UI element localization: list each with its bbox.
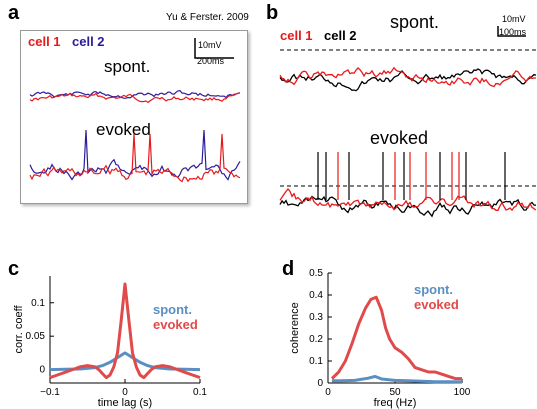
y-tick-label: 0.1 bbox=[309, 356, 323, 367]
legend-entry: spont. bbox=[414, 282, 453, 297]
panel-a-traces bbox=[29, 38, 241, 183]
panel-b-trace bbox=[279, 195, 537, 218]
x-tick-label: 0.1 bbox=[193, 387, 207, 398]
panel-a-label-spont: spont. bbox=[104, 57, 151, 76]
y-tick-label: 0.4 bbox=[309, 290, 323, 301]
panel-a-scalebar bbox=[194, 38, 234, 59]
x-tick-label: 0 bbox=[122, 387, 128, 398]
panel-b-trace bbox=[279, 66, 536, 88]
y-tick-label: 0 bbox=[317, 378, 323, 389]
panel-b-legend-cell2: cell 2 bbox=[324, 28, 357, 43]
series-line bbox=[49, 351, 201, 372]
panel-a-scale-t: 200ms bbox=[197, 56, 225, 66]
y-axis-label: coherence bbox=[289, 302, 301, 353]
legend-entry: spont. bbox=[153, 302, 192, 317]
panel-b-scale-t: 100ms bbox=[499, 27, 527, 37]
panel-a-legend-cell2: cell 2 bbox=[72, 34, 105, 49]
panel-b-scalebar bbox=[497, 26, 526, 37]
panel-a-trace bbox=[29, 89, 241, 99]
panel-b-scale-v: 10mV bbox=[502, 14, 526, 24]
x-axis-label: freq (Hz) bbox=[374, 397, 417, 409]
citation: Yu & Ferster. 2009 bbox=[166, 12, 249, 23]
panel-a-legend-cell1: cell 1 bbox=[28, 34, 61, 49]
x-tick-label: 50 bbox=[389, 387, 401, 398]
x-tick-label: 0 bbox=[325, 387, 331, 398]
panel-a-trace bbox=[29, 133, 241, 183]
y-tick-label: 0.3 bbox=[309, 312, 323, 323]
panel-b-letter: b bbox=[266, 2, 279, 24]
panel-a-trace bbox=[29, 92, 241, 104]
panel-b-traces bbox=[279, 26, 537, 218]
chart-corr-coeff: −0.1 0 0.1 0 0.05 0.1 time lag (s) corr. coeff s… bbox=[13, 276, 207, 409]
legend-entry: evoked bbox=[414, 297, 459, 312]
panel-b-label-evoked: evoked bbox=[370, 128, 429, 148]
panel-a-trace bbox=[29, 129, 241, 181]
panel-b-label-spont: spont. bbox=[390, 12, 440, 32]
y-axis-label: corr. coeff bbox=[13, 305, 25, 354]
panel-a-box bbox=[20, 30, 248, 204]
series-line bbox=[330, 295, 462, 381]
panel-a-label-evoked: evoked bbox=[96, 120, 151, 139]
y-tick-label: 0.2 bbox=[309, 334, 323, 345]
legend-entry: evoked bbox=[153, 317, 198, 332]
y-tick-label: 0 bbox=[39, 365, 45, 376]
x-axis-label: time lag (s) bbox=[98, 397, 152, 409]
chart-coherence: 0 50 100 0 0.1 0.2 0.3 0.4 0.5 freq (Hz) coherence… bbox=[289, 268, 471, 409]
panel-b-legend-cell1: cell 1 bbox=[280, 28, 313, 43]
panel-b-trace bbox=[279, 68, 537, 92]
panel-b-trace bbox=[279, 187, 537, 212]
panel-a-letter: a bbox=[8, 2, 20, 24]
series-line bbox=[332, 374, 463, 384]
panel-a-scale-v: 10mV bbox=[198, 40, 222, 50]
series-line bbox=[49, 282, 201, 380]
panel-d-letter: d bbox=[282, 258, 295, 280]
y-tick-label: 0.05 bbox=[26, 331, 46, 342]
x-tick-label: 100 bbox=[454, 387, 471, 398]
y-tick-label: 0.5 bbox=[309, 268, 323, 279]
panel-c-letter: c bbox=[8, 258, 20, 280]
y-tick-label: 0.1 bbox=[31, 298, 45, 309]
x-tick-label: −0.1 bbox=[40, 387, 60, 398]
